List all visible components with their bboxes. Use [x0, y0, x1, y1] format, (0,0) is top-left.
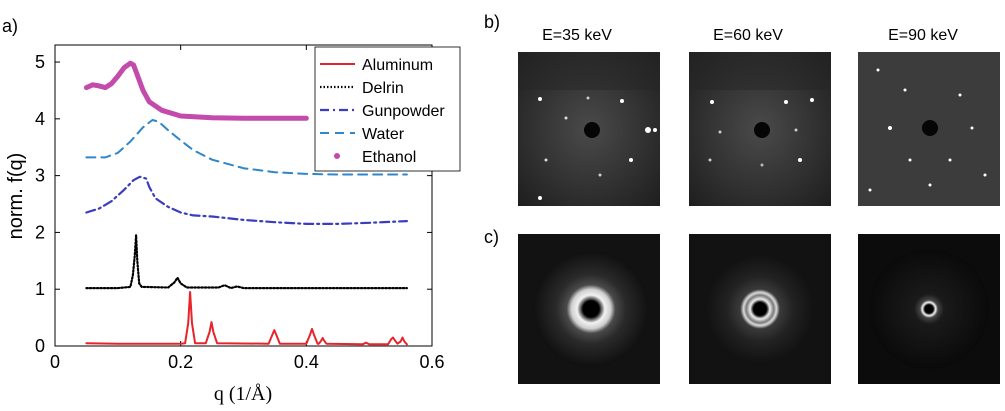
laue-image-35 — [518, 52, 660, 206]
panel-b-images: E=35 keV E=60 keV E=90 keV — [518, 27, 1000, 384]
legend: Aluminum Delrin Gunpowder Water Ethanol — [314, 46, 461, 172]
panel-label-b: b) — [484, 12, 500, 32]
panel-label-c: c) — [484, 227, 499, 247]
series-group — [83, 60, 408, 346]
energy-label-60: E=60 keV — [713, 27, 783, 44]
y-tick-label: 2 — [35, 222, 45, 242]
legend-label-water: Water — [362, 126, 405, 143]
powder-ring-image-90 — [858, 234, 1000, 384]
legend-label-gunpowder: Gunpowder — [362, 103, 445, 120]
y-tick-label: 5 — [35, 52, 45, 72]
energy-label-90: E=90 keV — [888, 27, 958, 44]
x-tick-label: 0.4 — [294, 352, 319, 372]
legend-marker-ethanol — [334, 153, 340, 159]
series-line-aluminum — [85, 291, 408, 346]
x-tick-label: 0 — [50, 352, 60, 372]
laue-image-90 — [858, 52, 1000, 206]
y-tick-label: 4 — [35, 109, 45, 129]
panel-label-a: a) — [2, 16, 18, 36]
series-line-ethanol — [83, 60, 309, 121]
y-tick-label: 3 — [35, 166, 45, 186]
series-line-water — [85, 119, 408, 176]
axis-ticks: 0 0.2 0.4 0.6 0 1 2 3 4 5 — [35, 45, 445, 372]
x-tick-label: 0.2 — [168, 352, 193, 372]
legend-label-delrin: Delrin — [362, 80, 404, 97]
laue-image-60 — [689, 52, 831, 206]
series-line-gunpowder — [85, 175, 408, 225]
x-axis-label: q (1/Å) — [214, 383, 272, 405]
legend-label-ethanol: Ethanol — [362, 149, 416, 166]
y-tick-label: 0 — [35, 336, 45, 356]
energy-label-35: E=35 keV — [542, 27, 612, 44]
powder-ring-image-35 — [518, 234, 660, 384]
powder-ring-image-60 — [689, 234, 831, 384]
series-line-delrin — [85, 234, 408, 290]
legend-label-aluminum: Aluminum — [362, 57, 433, 74]
y-tick-label: 1 — [35, 279, 45, 299]
y-axis-label: norm. f(q) — [5, 153, 27, 240]
x-tick-label: 0.6 — [419, 352, 444, 372]
